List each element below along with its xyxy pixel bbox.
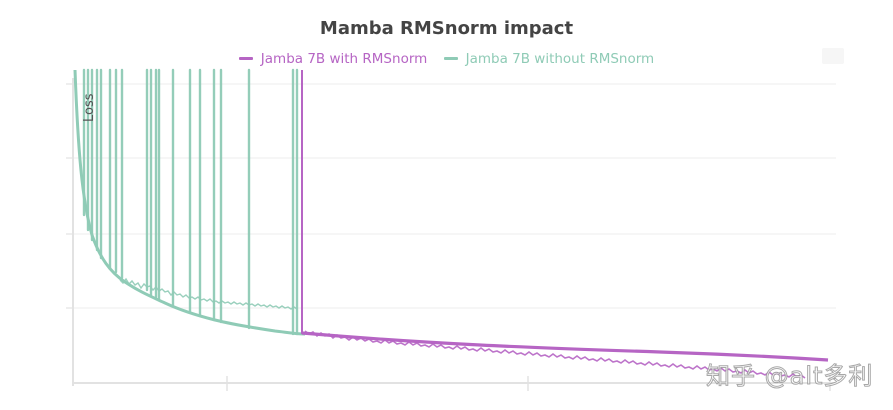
legend-swatch-teal-icon — [443, 57, 458, 60]
chart-menu-icon[interactable] — [822, 48, 844, 64]
watermark: 知乎 @alt多利 — [705, 362, 874, 391]
gridlines — [73, 83, 836, 309]
series-with-rmsnorm-line — [301, 331, 829, 362]
series-without-rmsnorm-line — [73, 69, 306, 336]
series-without-rmsnorm-spikes — [82, 68, 299, 336]
x-ticks — [226, 376, 831, 391]
chart-legend: Jamba 7B with RMSnorm Jamba 7B without R… — [0, 48, 893, 67]
legend-label: Jamba 7B without RMSnorm — [465, 50, 655, 67]
chart-title: Mamba RMSnorm impact — [319, 18, 574, 39]
legend-swatch-purple-icon — [238, 57, 253, 60]
legend-item-with-rmsnorm[interactable]: Jamba 7B with RMSnorm — [238, 50, 428, 67]
y-axis-label: Loss — [82, 93, 97, 122]
legend-item-without-rmsnorm[interactable]: Jamba 7B without RMSnorm — [443, 50, 655, 67]
legend-label: Jamba 7B with RMSnorm — [260, 50, 428, 67]
